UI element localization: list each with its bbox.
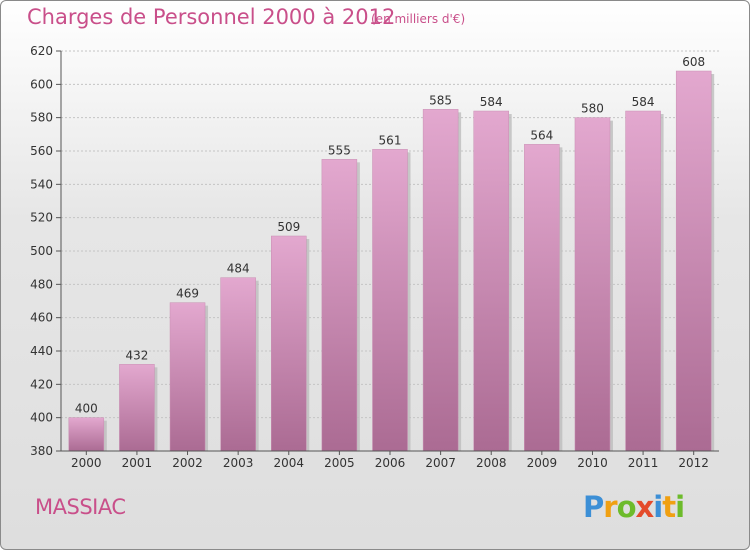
x-tick-label: 2010 [577, 456, 608, 470]
y-tick-label: 460 [30, 311, 53, 325]
x-tick-label: 2003 [223, 456, 254, 470]
y-tick-label: 520 [30, 211, 53, 225]
data-label: 509 [277, 220, 300, 234]
x-tick-label: 2007 [425, 456, 456, 470]
data-label: 584 [632, 95, 655, 109]
bar [119, 364, 155, 452]
x-tick-label: 2001 [122, 456, 153, 470]
y-tick-label: 620 [30, 44, 53, 58]
bar [625, 110, 661, 452]
data-label: 561 [379, 133, 402, 147]
bar [271, 235, 307, 452]
bar [675, 70, 712, 452]
x-tick-label: 2008 [476, 456, 507, 470]
x-tick-label: 2009 [527, 456, 558, 470]
y-tick-label: 500 [30, 244, 53, 258]
data-label: 484 [227, 262, 250, 276]
y-tick-label: 400 [30, 411, 53, 425]
chart-unit: (en milliers d'€) [371, 12, 466, 26]
y-tick-label: 440 [30, 344, 53, 358]
proxiti-logo: Proxiti [583, 490, 685, 524]
x-tick-label: 2012 [678, 456, 709, 470]
chart-title: Charges de Personnel 2000 à 2012 [27, 5, 396, 29]
y-tick-label: 480 [30, 277, 53, 291]
data-label: 555 [328, 143, 351, 157]
x-tick-label: 2006 [375, 456, 406, 470]
data-label: 584 [480, 95, 503, 109]
data-label: 432 [125, 348, 148, 362]
x-tick-label: 2000 [71, 456, 102, 470]
y-tick-label: 600 [30, 77, 53, 91]
y-tick-label: 420 [30, 377, 53, 391]
bar [169, 302, 206, 452]
data-label: 469 [176, 287, 199, 301]
bar [372, 149, 408, 452]
x-tick-label: 2011 [628, 456, 659, 470]
bar [574, 117, 611, 452]
bar [422, 109, 459, 452]
bars-layer: 400 432 469 484 509 555 561 585 584 564 580 584 608 [68, 55, 715, 452]
city-name: MASSIAC [35, 495, 126, 519]
x-tick-label: 2002 [172, 456, 203, 470]
data-label: 564 [530, 128, 553, 142]
data-label: 608 [682, 55, 705, 69]
data-label: 400 [75, 402, 98, 416]
y-tick-label: 560 [30, 144, 53, 158]
bar [321, 159, 358, 452]
data-label: 585 [429, 93, 452, 107]
bar [68, 417, 105, 452]
x-tick-label: 2004 [273, 456, 304, 470]
bar [473, 110, 509, 452]
svg-text:Proxiti: Proxiti [583, 490, 684, 524]
y-tick-label: 580 [30, 111, 53, 125]
y-tick-label: 380 [30, 444, 53, 458]
axis-layer: 380 400 420 440 460 480 500 520 540 560 580 600 620 2… [30, 44, 719, 470]
bar [220, 277, 256, 452]
bar [524, 144, 560, 452]
x-tick-label: 2005 [324, 456, 355, 470]
y-tick-label: 540 [30, 177, 53, 191]
data-label: 580 [581, 102, 604, 116]
